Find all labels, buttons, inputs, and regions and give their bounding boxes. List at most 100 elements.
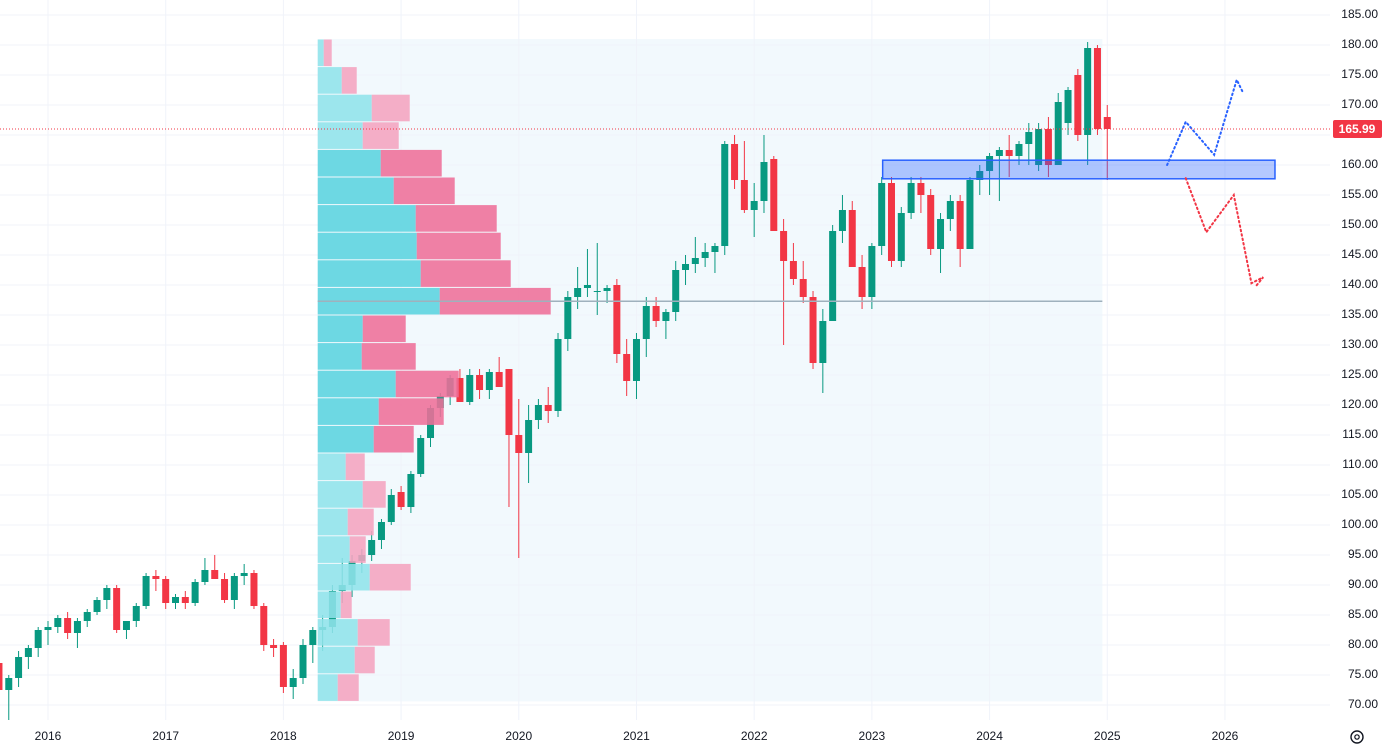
candle-body — [691, 258, 699, 264]
profile-up-bar — [317, 343, 362, 370]
projection-path — [1184, 177, 1264, 288]
y-tick-label: 130.00 — [1341, 337, 1378, 351]
profile-down-bar — [354, 646, 375, 674]
candle-body — [172, 597, 180, 603]
x-tick-label: 2017 — [152, 729, 179, 743]
candle-body — [309, 630, 317, 645]
candle-body — [260, 606, 268, 645]
last-price-box — [1333, 120, 1382, 139]
x-tick-label: 2018 — [270, 729, 297, 743]
candle-body — [5, 678, 13, 690]
y-tick-label: 175.00 — [1341, 67, 1378, 81]
candle-body — [995, 150, 1003, 156]
x-tick-label: 2024 — [976, 729, 1003, 743]
candle-body — [368, 540, 376, 555]
candle-body — [623, 354, 631, 381]
profile-range — [317, 39, 1103, 702]
profile-layer — [317, 39, 551, 701]
profile-down-bar — [369, 563, 411, 591]
candle-body — [819, 321, 827, 363]
candle-body — [466, 375, 474, 402]
candle-body — [1044, 129, 1052, 165]
x-tick-label: 2016 — [35, 729, 62, 743]
y-tick-label: 70.00 — [1348, 697, 1378, 711]
profile-up-bar — [317, 122, 363, 149]
profile-down-bar — [362, 481, 386, 508]
profile-down-bar — [393, 177, 455, 205]
candle-body — [672, 270, 680, 312]
candle-body — [632, 339, 640, 381]
profile-up-bar — [317, 481, 363, 508]
candle-body — [937, 219, 945, 249]
y-tick-label: 135.00 — [1341, 307, 1378, 321]
candle-body — [662, 312, 670, 321]
candle-body — [515, 435, 523, 453]
candle-body — [495, 372, 503, 387]
profile-up-bar — [317, 205, 416, 232]
candle-body — [1064, 90, 1072, 123]
candle-body — [230, 576, 238, 600]
candle-body — [0, 663, 3, 690]
candle-body — [583, 285, 591, 288]
candle-body — [780, 231, 788, 261]
profile-down-bar — [395, 370, 459, 398]
profile-up-bar — [317, 67, 342, 94]
candle-body — [485, 372, 493, 390]
profile-down-bar — [420, 260, 511, 287]
candle-body — [299, 645, 307, 678]
candle-body — [721, 144, 729, 246]
candle-body — [476, 375, 484, 390]
candle-body — [103, 588, 111, 600]
candle-body — [113, 588, 121, 630]
y-tick-label: 170.00 — [1341, 97, 1378, 111]
profile-up-bar — [317, 370, 396, 398]
candle-body — [34, 630, 42, 648]
candles-layer — [0, 42, 1111, 720]
candle-body — [711, 246, 719, 252]
candle-body — [387, 495, 395, 522]
y-tick-label: 85.00 — [1348, 607, 1378, 621]
candle-body — [878, 183, 886, 246]
candle-body — [54, 618, 62, 627]
profile-up-bar — [317, 508, 348, 536]
candle-body — [917, 183, 925, 195]
y-tick-label: 80.00 — [1348, 637, 1378, 651]
candle-body — [397, 492, 405, 507]
candle-body — [956, 201, 964, 249]
settings-icon[interactable] — [1350, 730, 1364, 744]
profile-up-bar — [317, 563, 370, 591]
bg-layer — [317, 39, 1103, 702]
candle-body — [603, 288, 611, 291]
candle-body — [240, 573, 248, 576]
candle-body — [731, 144, 739, 180]
candle-body — [201, 570, 209, 582]
candle-body — [574, 288, 582, 297]
candle-body — [64, 618, 72, 633]
candle-body — [162, 579, 170, 603]
y-tick-label: 180.00 — [1341, 37, 1378, 51]
y-tick-label: 75.00 — [1348, 667, 1378, 681]
y-tick-label: 145.00 — [1341, 247, 1378, 261]
candle-body — [760, 162, 768, 201]
profile-down-bar — [371, 94, 410, 122]
profile-up-bar — [317, 536, 350, 563]
candle-body — [152, 576, 160, 579]
y-tick-label: 155.00 — [1341, 187, 1378, 201]
profile-down-bar — [361, 343, 416, 370]
profile-up-bar — [317, 260, 421, 287]
axis-layer: 70.00 75.00 80.00 85.00 90.00 95.00 100.00 105.… — [35, 7, 1382, 743]
profile-up-bar — [317, 177, 394, 205]
candle-body — [544, 405, 552, 411]
candle-body — [564, 297, 572, 339]
candle-body — [1035, 129, 1043, 165]
settings-icon-ring — [1350, 730, 1364, 744]
candle-body — [1093, 48, 1101, 129]
candle-body — [740, 180, 748, 210]
candle-body — [73, 621, 81, 633]
candle-body — [289, 678, 297, 687]
support-zone — [881, 159, 1276, 180]
candle-body — [44, 627, 52, 630]
candle-body — [887, 183, 895, 261]
